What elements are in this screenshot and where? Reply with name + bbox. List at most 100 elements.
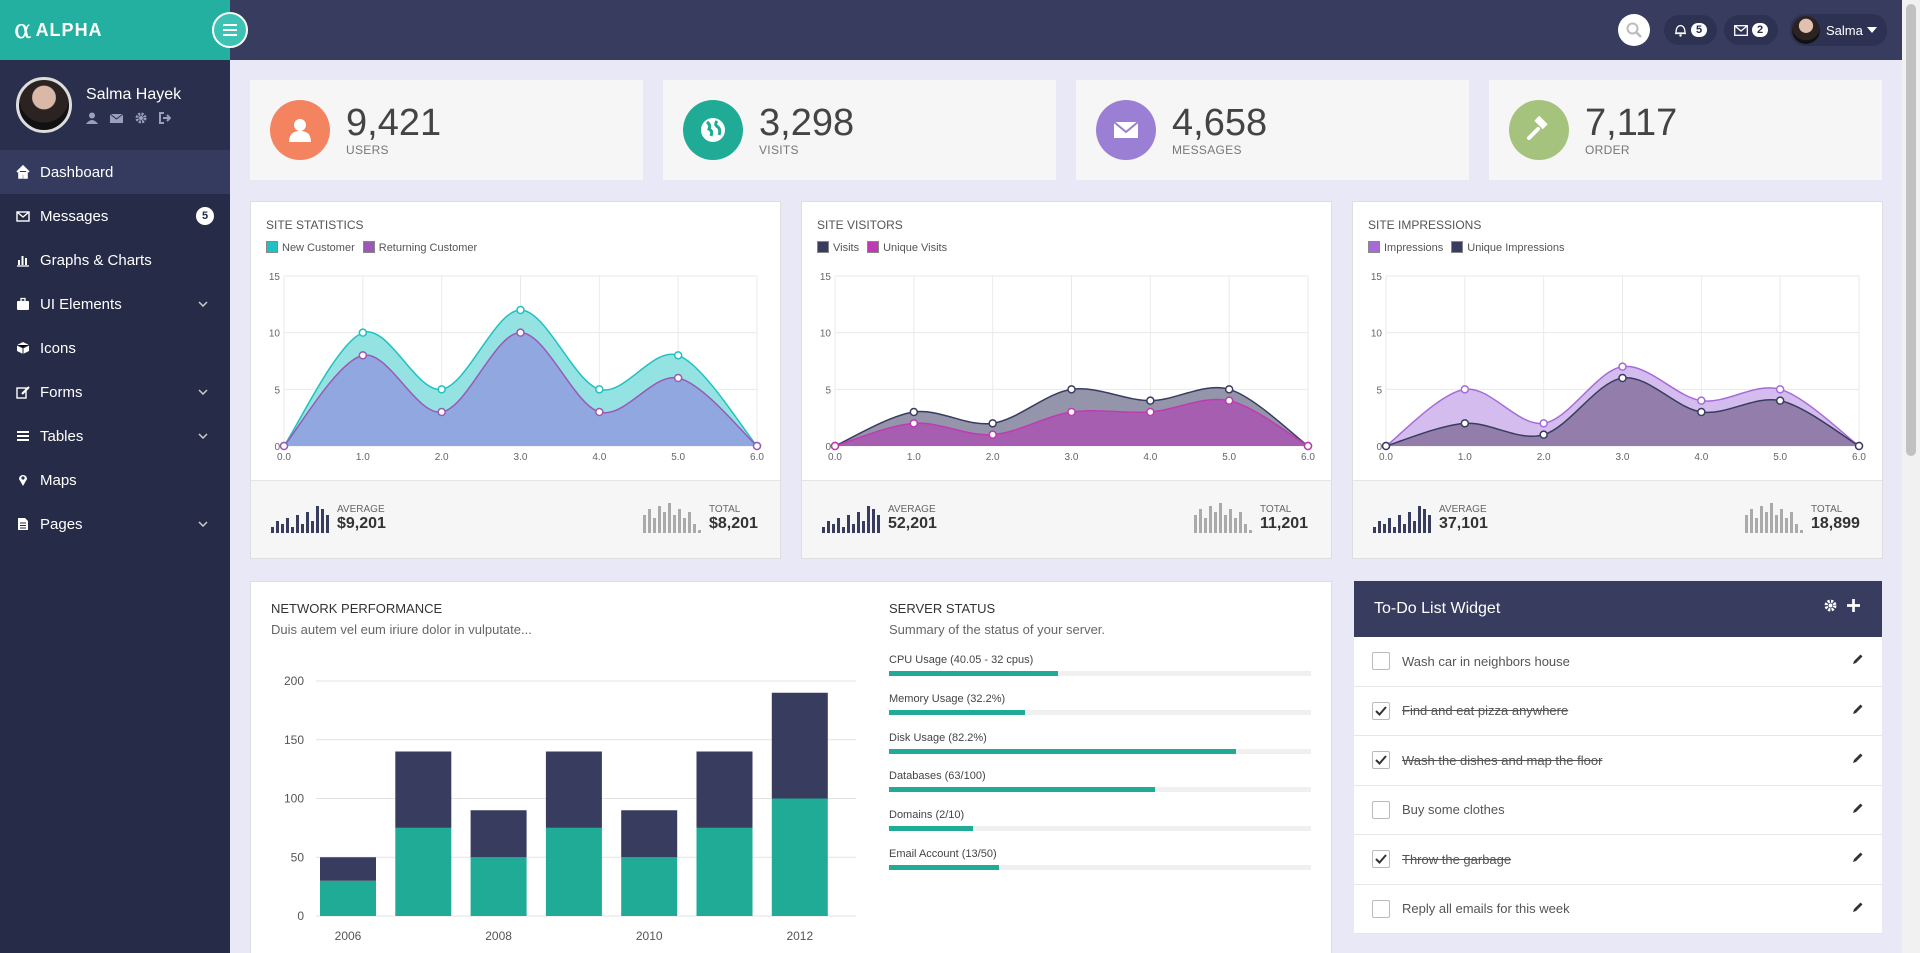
bar-2011-seg-0[interactable]: [696, 827, 753, 916]
data-point[interactable]: [1224, 396, 1234, 405]
brand-logo[interactable]: α ALPHA: [0, 0, 230, 60]
sidebar-item-graphs-charts[interactable]: Graphs & Charts: [0, 238, 230, 282]
sidebar-item-pages[interactable]: Pages: [0, 502, 230, 546]
bar-2009-seg-0[interactable]: [545, 827, 602, 916]
edit-todo-button[interactable]: [1852, 653, 1864, 668]
legend-item[interactable]: Visits: [817, 241, 859, 254]
user-menu[interactable]: Salma: [1790, 14, 1887, 46]
legend-item[interactable]: Unique Visits: [867, 241, 947, 254]
data-point[interactable]: [1854, 441, 1864, 451]
sidebar-item-dashboard[interactable]: Dashboard: [0, 150, 230, 194]
data-point[interactable]: [1146, 407, 1155, 417]
data-point[interactable]: [1224, 385, 1234, 394]
sidebar-item-forms[interactable]: Forms: [0, 370, 230, 414]
data-point[interactable]: [595, 407, 604, 417]
cube-icon: [16, 342, 30, 354]
sidebar-item-maps[interactable]: Maps: [0, 458, 230, 502]
legend-item[interactable]: New Customer: [266, 241, 355, 254]
data-point[interactable]: [1618, 373, 1627, 383]
data-point[interactable]: [1067, 407, 1076, 417]
bar-2007-seg-1[interactable]: [395, 751, 452, 828]
user-icon[interactable]: [86, 112, 98, 124]
sidebar-item-icons[interactable]: Icons: [0, 326, 230, 370]
data-point[interactable]: [988, 419, 997, 428]
data-point[interactable]: [1539, 430, 1548, 439]
footer-label: AVERAGE: [337, 504, 385, 515]
bar-2012-seg-0[interactable]: [771, 798, 828, 917]
gear-icon[interactable]: [135, 112, 147, 124]
bar-2011-seg-1[interactable]: [696, 751, 753, 828]
edit-todo-button[interactable]: [1852, 752, 1864, 767]
todo-checkbox[interactable]: [1372, 850, 1390, 869]
average-stat: AVERAGE $9,201: [271, 503, 386, 533]
data-point[interactable]: [516, 305, 525, 315]
bar-2010-seg-0[interactable]: [621, 857, 678, 916]
bar-2008-seg-1[interactable]: [470, 810, 527, 858]
todo-checkbox[interactable]: [1372, 652, 1390, 671]
data-point[interactable]: [1775, 396, 1785, 405]
data-point[interactable]: [1067, 385, 1076, 394]
data-point[interactable]: [516, 328, 525, 337]
todo-checkbox[interactable]: [1372, 899, 1390, 918]
data-point[interactable]: [1381, 441, 1391, 451]
data-point[interactable]: [1146, 396, 1155, 405]
data-point[interactable]: [358, 351, 368, 360]
data-point[interactable]: [673, 373, 683, 383]
data-point[interactable]: [595, 385, 604, 394]
bar-2006-seg-0[interactable]: [320, 880, 376, 916]
plus-icon[interactable]: [1847, 599, 1860, 612]
envelope-icon[interactable]: [110, 112, 123, 124]
data-point[interactable]: [909, 407, 919, 417]
bar-2010-seg-1[interactable]: [621, 810, 678, 858]
menu-toggle-button[interactable]: [212, 12, 248, 48]
gear-icon[interactable]: [1824, 599, 1837, 612]
messages-button[interactable]: 2: [1724, 15, 1779, 45]
data-point[interactable]: [752, 441, 762, 451]
envelope-icon: [16, 211, 30, 222]
legend-item[interactable]: Impressions: [1368, 241, 1443, 254]
data-point[interactable]: [437, 407, 446, 417]
page-scrollbar[interactable]: [1902, 0, 1920, 953]
data-point[interactable]: [437, 385, 446, 394]
data-point[interactable]: [673, 351, 683, 360]
todo-checkbox[interactable]: [1372, 751, 1390, 770]
avatar[interactable]: [16, 77, 72, 133]
edit-todo-button[interactable]: [1852, 802, 1864, 817]
scrollbar-thumb[interactable]: [1906, 4, 1916, 456]
data-point[interactable]: [1303, 441, 1313, 451]
legend-item[interactable]: Unique Impressions: [1451, 241, 1565, 254]
bar-2008-seg-0[interactable]: [470, 857, 527, 916]
series-area: [835, 399, 1308, 446]
data-point[interactable]: [358, 328, 368, 337]
data-point[interactable]: [1775, 385, 1785, 394]
legend-item[interactable]: Returning Customer: [362, 241, 477, 254]
data-point[interactable]: [1618, 362, 1627, 371]
data-point[interactable]: [1697, 396, 1706, 405]
data-point[interactable]: [1539, 419, 1548, 428]
sidebar-item-ui-elements[interactable]: UI Elements: [0, 282, 230, 326]
notifications-button[interactable]: 5: [1664, 15, 1718, 45]
bar-2006-seg-1[interactable]: [320, 857, 376, 881]
edit-todo-button[interactable]: [1852, 901, 1864, 916]
data-point[interactable]: [988, 430, 997, 439]
edit-todo-button[interactable]: [1852, 851, 1864, 866]
spark-bar: [822, 527, 825, 533]
data-point[interactable]: [830, 441, 840, 451]
todo-checkbox[interactable]: [1372, 701, 1390, 720]
spark-bar: [1214, 512, 1217, 533]
bar-2007-seg-0[interactable]: [395, 827, 452, 916]
sidebar-item-messages[interactable]: Messages 5: [0, 194, 230, 238]
sidebar-item-tables[interactable]: Tables: [0, 414, 230, 458]
spark-bar: [847, 515, 850, 533]
bar-2012-seg-1[interactable]: [771, 692, 828, 799]
todo-checkbox[interactable]: [1372, 800, 1390, 819]
sign-out-icon[interactable]: [159, 112, 171, 124]
data-point[interactable]: [1460, 419, 1470, 428]
data-point[interactable]: [909, 419, 919, 428]
data-point[interactable]: [1460, 385, 1470, 394]
bar-2009-seg-1[interactable]: [545, 751, 602, 828]
data-point[interactable]: [279, 441, 289, 451]
search-button[interactable]: [1618, 14, 1650, 46]
data-point[interactable]: [1697, 407, 1706, 417]
edit-todo-button[interactable]: [1852, 703, 1864, 718]
